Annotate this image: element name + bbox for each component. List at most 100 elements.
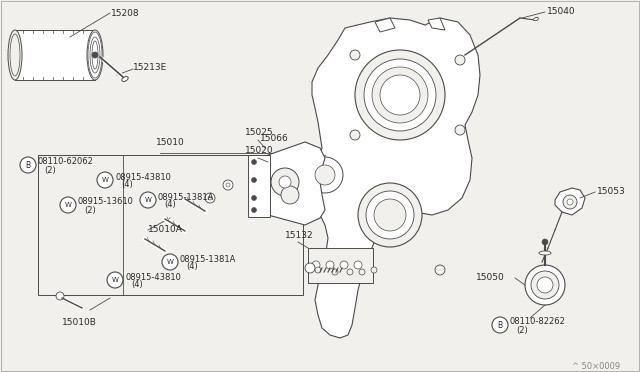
Circle shape [205,193,215,203]
Circle shape [347,269,353,275]
Text: B: B [26,160,31,170]
Ellipse shape [8,30,22,80]
Circle shape [355,50,445,140]
Circle shape [60,197,76,213]
Bar [38,155,303,295]
Text: 08915-13610: 08915-13610 [78,198,134,206]
Circle shape [223,180,233,190]
Text: 15010: 15010 [156,138,184,147]
Text: 15040: 15040 [547,6,575,16]
Text: 15020: 15020 [245,146,274,155]
Ellipse shape [122,77,128,81]
Circle shape [226,183,230,187]
Circle shape [252,177,257,183]
Bar [308,248,373,283]
Text: B: B [497,321,502,330]
Text: 08110-62062: 08110-62062 [38,157,94,167]
Text: 08110-82262: 08110-82262 [510,317,566,327]
Circle shape [364,59,436,131]
Circle shape [92,52,98,58]
Ellipse shape [88,32,102,78]
Circle shape [372,67,428,123]
Bar [15,30,95,80]
Circle shape [281,186,299,204]
Circle shape [350,50,360,60]
Text: W: W [102,177,108,183]
Circle shape [97,172,113,188]
Polygon shape [555,188,585,215]
Text: 15208: 15208 [111,9,140,17]
Polygon shape [308,18,480,338]
Circle shape [279,176,291,188]
Text: 08915-1381A: 08915-1381A [158,192,214,202]
Text: 15010B: 15010B [62,318,97,327]
Circle shape [307,157,343,193]
Circle shape [140,192,156,208]
Circle shape [271,168,299,196]
Circle shape [162,254,178,270]
Circle shape [358,183,422,247]
Ellipse shape [87,30,103,80]
Circle shape [380,75,420,115]
Ellipse shape [534,17,538,21]
Text: 15066: 15066 [260,134,289,143]
Circle shape [371,267,377,273]
Circle shape [525,265,565,305]
Text: 08915-1381A: 08915-1381A [180,254,236,263]
Text: 15213E: 15213E [133,64,167,73]
Text: (4): (4) [131,280,143,289]
Circle shape [359,269,365,275]
Text: (2): (2) [44,166,56,174]
Circle shape [315,267,321,273]
Circle shape [312,261,320,269]
Circle shape [350,130,360,140]
Text: (4): (4) [121,180,132,189]
Bar [248,155,270,217]
Circle shape [354,261,362,269]
Text: 15050: 15050 [476,273,505,282]
Text: 15132: 15132 [285,231,314,240]
Text: (2): (2) [516,326,528,334]
Circle shape [208,196,212,200]
Circle shape [340,261,348,269]
Text: 15025: 15025 [245,128,274,137]
Circle shape [435,265,445,275]
Ellipse shape [10,34,20,76]
Circle shape [345,265,355,275]
Circle shape [563,195,577,209]
Text: (4): (4) [164,201,176,209]
Polygon shape [268,142,325,225]
Circle shape [374,199,406,231]
Circle shape [20,157,36,173]
Text: W: W [65,202,72,208]
Text: (2): (2) [84,205,96,215]
Circle shape [567,199,573,205]
Circle shape [366,191,414,239]
Circle shape [332,269,338,275]
Circle shape [107,272,123,288]
Circle shape [315,165,335,185]
Text: 08915-43810: 08915-43810 [115,173,171,182]
Text: 08915-43810: 08915-43810 [125,273,181,282]
Ellipse shape [539,251,551,255]
Circle shape [56,292,64,300]
Text: W: W [166,259,173,265]
Circle shape [542,239,548,245]
Text: 15053: 15053 [597,186,626,196]
Circle shape [455,55,465,65]
Circle shape [252,208,257,212]
Polygon shape [428,18,445,30]
Ellipse shape [90,37,100,73]
Circle shape [305,263,315,273]
Circle shape [326,261,334,269]
Ellipse shape [92,41,98,69]
Text: (4): (4) [186,263,198,272]
Circle shape [537,277,553,293]
Polygon shape [375,18,395,32]
Circle shape [252,160,257,164]
Text: ^ 50×0009: ^ 50×0009 [572,362,620,371]
Text: 15010A: 15010A [148,225,183,234]
Circle shape [252,196,257,201]
Text: W: W [111,277,118,283]
Circle shape [531,271,559,299]
